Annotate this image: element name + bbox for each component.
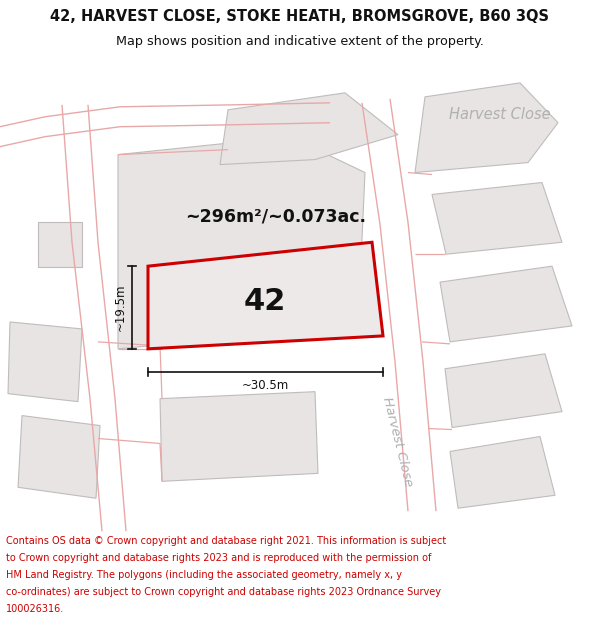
Polygon shape (148, 242, 383, 349)
Text: HM Land Registry. The polygons (including the associated geometry, namely x, y: HM Land Registry. The polygons (includin… (6, 570, 402, 580)
Polygon shape (118, 137, 365, 349)
Text: ~296m²/~0.073ac.: ~296m²/~0.073ac. (185, 208, 366, 226)
Text: Harvest Close: Harvest Close (380, 395, 415, 488)
Text: to Crown copyright and database rights 2023 and is reproduced with the permissio: to Crown copyright and database rights 2… (6, 553, 431, 563)
Polygon shape (220, 93, 398, 164)
Text: ~19.5m: ~19.5m (113, 284, 127, 331)
Polygon shape (38, 222, 82, 267)
Text: 100026316.: 100026316. (6, 604, 64, 614)
Polygon shape (18, 416, 100, 498)
Polygon shape (160, 392, 318, 481)
Text: Harvest Close: Harvest Close (449, 107, 551, 122)
Polygon shape (432, 182, 562, 254)
Polygon shape (445, 354, 562, 428)
Polygon shape (8, 322, 82, 402)
Text: Map shows position and indicative extent of the property.: Map shows position and indicative extent… (116, 35, 484, 48)
Polygon shape (440, 266, 572, 342)
Text: ~30.5m: ~30.5m (242, 379, 289, 392)
Text: 42, HARVEST CLOSE, STOKE HEATH, BROMSGROVE, B60 3QS: 42, HARVEST CLOSE, STOKE HEATH, BROMSGRO… (50, 9, 550, 24)
Text: 42: 42 (244, 286, 286, 316)
Polygon shape (415, 83, 558, 172)
Text: co-ordinates) are subject to Crown copyright and database rights 2023 Ordnance S: co-ordinates) are subject to Crown copyr… (6, 587, 441, 597)
Polygon shape (450, 436, 555, 508)
Text: Contains OS data © Crown copyright and database right 2021. This information is : Contains OS data © Crown copyright and d… (6, 536, 446, 546)
